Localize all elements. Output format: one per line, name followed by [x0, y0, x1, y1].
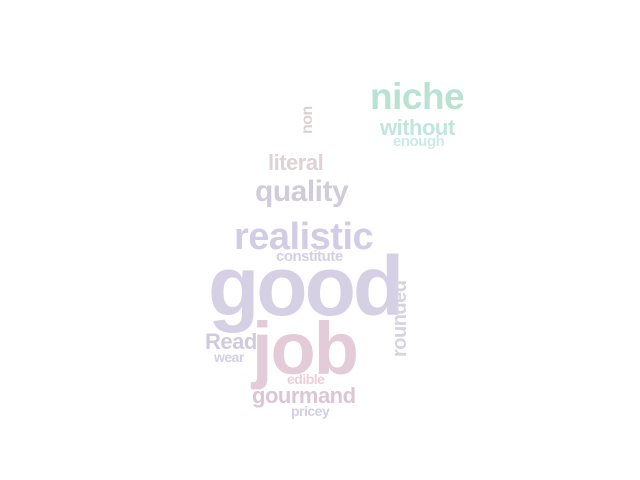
word-edible: edible: [287, 371, 325, 387]
word-realistic: realistic: [234, 216, 374, 258]
word-rounded: rounded: [389, 280, 411, 358]
word-enough: enough: [393, 133, 445, 150]
word-good: good: [208, 239, 404, 333]
word-gourmand: gourmand: [252, 383, 356, 408]
word-constitute: constitute: [276, 248, 343, 265]
word-non: non: [299, 106, 316, 134]
word-quality: quality: [255, 175, 349, 208]
word-job: job: [252, 307, 359, 390]
word-niche: niche: [370, 76, 465, 117]
word-without: without: [380, 115, 455, 140]
word-literal: literal: [268, 150, 324, 175]
word-pricey: pricey: [291, 403, 330, 419]
word-read: Read: [205, 329, 257, 354]
word-wear: wear: [214, 349, 244, 365]
